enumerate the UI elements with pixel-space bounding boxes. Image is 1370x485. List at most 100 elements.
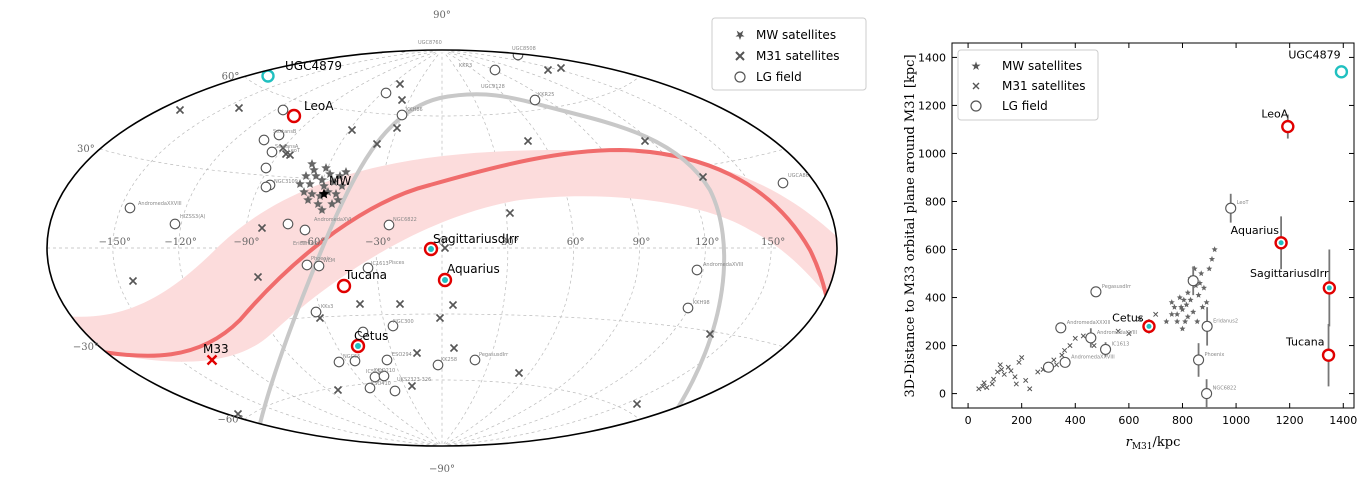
m31-satellite-point	[1051, 357, 1057, 363]
mw-center-marker	[318, 188, 330, 199]
m31-satellite-marker	[372, 139, 382, 149]
highlight-point-core	[1326, 285, 1332, 291]
field-object-label: DDO210	[374, 368, 395, 374]
lg-field-point	[1090, 286, 1102, 298]
field-object-label: UGCA86	[788, 173, 809, 179]
y-tick-label: 800	[925, 195, 946, 208]
field-point-label: AndromedaXVIII	[1097, 330, 1137, 336]
m31-satellite-point	[1080, 333, 1086, 339]
highlight-point	[1321, 348, 1336, 362]
field-point-label: LeoT	[1237, 200, 1250, 206]
lg-field-marker	[383, 219, 395, 231]
m31-satellite-point	[997, 362, 1003, 368]
mw-satellite-point	[1211, 246, 1218, 253]
field-object-label: NGC6822	[393, 217, 417, 223]
field-object-label: KK258	[441, 357, 457, 363]
m31-satellite-marker	[355, 299, 365, 309]
mw-satellite-marker	[329, 177, 339, 186]
object-label: SagittariusdIrr	[433, 232, 519, 246]
scatter-labels: UGC4879 LeoA Aquarius SagittariusdIrr Tucana…	[1067, 49, 1341, 392]
lg-field-marker	[362, 262, 374, 274]
field-object-label: KKR3	[459, 63, 472, 69]
m31-satellite-marker	[412, 348, 422, 358]
m31-satellite-point	[1067, 343, 1073, 349]
legend-field-marker	[970, 100, 982, 112]
field-object-label: UKS2323-326	[397, 377, 431, 383]
sky-markers	[124, 50, 789, 419]
mw-satellite-point	[1178, 303, 1185, 310]
lg-field-point	[1193, 354, 1205, 366]
m31-satellite-marker	[448, 300, 458, 310]
orbital-plane-band	[47, 150, 837, 362]
meridian-line	[448, 50, 772, 446]
lg-field-marker	[489, 64, 501, 76]
mw-satellite-point	[1184, 289, 1191, 296]
field-object-label: NGC3109	[274, 179, 298, 185]
field-object-label: UGC8760	[418, 40, 442, 46]
plot-frame	[951, 42, 1355, 409]
sky-map: −150° −120° −90° −60° −30° 0° 30° 60° 90° 120° 150…	[46, 10, 867, 475]
y-tick-label: 1200	[918, 99, 946, 112]
m31-satellite-marker	[698, 172, 708, 182]
mw-satellite-point	[1163, 318, 1170, 325]
field-object-label: UGC8508	[512, 46, 536, 52]
legend-m31-label: M31 satellites	[756, 49, 839, 63]
m31-satellite-point	[1001, 371, 1007, 377]
object-label: UGC4879	[285, 59, 342, 73]
field-point-label: PegasusdIrr	[1102, 284, 1132, 290]
sky-outline	[46, 49, 838, 447]
m31-satellite-marker	[705, 329, 715, 339]
m31-satellite-point	[989, 381, 995, 387]
highlight-point	[1334, 65, 1349, 79]
orbital-plane-line	[79, 147, 835, 358]
m31-satellite-marker	[333, 385, 343, 395]
x-tick-label: 1000	[1222, 414, 1250, 427]
parallel-line	[244, 379, 640, 420]
x-tick-label: 0	[965, 414, 972, 427]
legend-field-label: LG field	[756, 70, 802, 84]
field-object-label: ESO410	[371, 381, 391, 387]
m31-satellite-point	[1153, 311, 1159, 317]
object-label: Cetus	[354, 329, 388, 343]
lg-field-marker	[682, 302, 694, 314]
mw-satellite-marker	[321, 163, 331, 172]
mw-satellite-point	[1206, 265, 1213, 272]
field-point-label: AndromedaXXXIII	[1067, 320, 1111, 326]
m31-satellite-point	[1012, 374, 1018, 380]
mw-satellite-point	[1176, 294, 1183, 301]
m31-satellite-marker	[253, 272, 263, 282]
m31-satellite-point	[1027, 386, 1033, 392]
mw-satellite-marker	[299, 187, 309, 196]
m31-satellite-marker	[234, 103, 244, 113]
lon-tick-label: −120°	[164, 237, 196, 248]
mw-satellite-point	[1182, 318, 1189, 325]
y-tick-label: 600	[925, 244, 946, 257]
m31-satellite-marker	[543, 65, 553, 75]
lg-field-marker	[389, 385, 401, 397]
meridian-line	[309, 51, 439, 445]
lon-tick-label: 90°	[633, 237, 651, 248]
lg-field-point	[1187, 275, 1199, 287]
object-label: Tucana	[344, 268, 387, 282]
distance-scatter: 0 200 400 600 800 1000 1200 1400 0 200 400 600 800 10…	[903, 42, 1357, 452]
mw-satellite-point	[1208, 255, 1215, 262]
legend-m31-marker	[972, 82, 980, 90]
m31-satellite-point	[1008, 368, 1014, 374]
highlight-point-core	[1278, 240, 1284, 246]
field-object-label: PegasusdIrr	[479, 352, 509, 358]
lg-field-marker	[691, 264, 703, 276]
m31-satellite-point	[990, 376, 997, 382]
mw-satellite-point	[1199, 303, 1206, 310]
m31-satellite-marker	[449, 343, 459, 353]
lg-field-marker	[396, 109, 408, 121]
mw-satellite-marker	[333, 195, 343, 204]
field-object-label: KKR25	[538, 92, 554, 98]
m31-satellite-point	[1072, 335, 1078, 341]
lon-tick-label: 30°	[501, 237, 519, 248]
sky-grid	[47, 50, 837, 446]
point-label: Tucana	[1285, 336, 1325, 349]
m31-satellite-marker	[440, 243, 450, 253]
lg-field-marker	[260, 181, 272, 193]
legend-m31-marker	[735, 51, 745, 61]
mw-satellite-marker	[307, 189, 317, 198]
